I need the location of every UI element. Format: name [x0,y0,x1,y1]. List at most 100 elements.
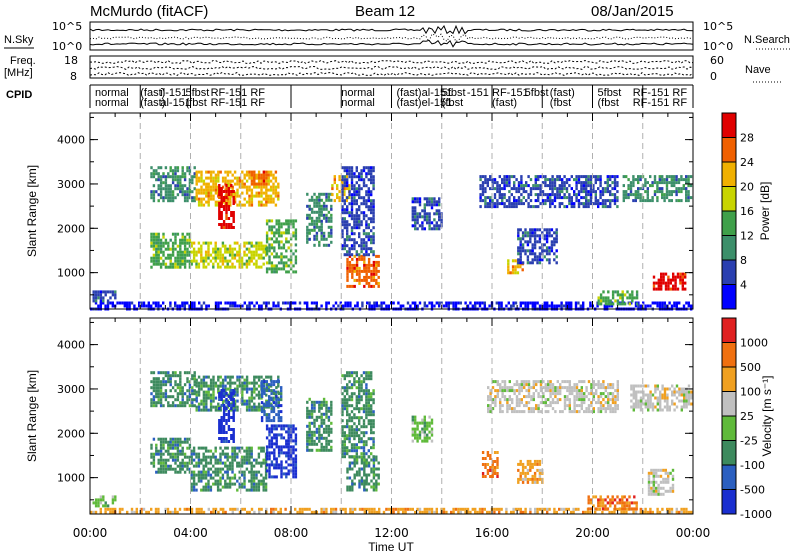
velocity-echo-cell [152,380,156,384]
power-echo-cell [627,196,630,200]
power-echo-cell [320,192,323,196]
power-echo-cell [195,253,198,257]
power-echo-cell [341,166,344,170]
freq-panel-frame [89,55,694,79]
velocity-echo-cell [229,507,232,511]
power-echo-cell [350,217,354,221]
power-echo-cell [181,232,184,236]
power-echo-cell [365,250,368,254]
velocity-echo-cell [192,449,196,453]
velocity-echo-cell [257,446,261,450]
velocity-echo-cell [200,473,203,477]
velocity-echo-cell [355,473,359,477]
power-echo-cell [159,166,163,170]
velocity-echo-cell [350,404,354,408]
velocity-echo-cell [231,470,234,474]
velocity-echo-cell [258,507,261,511]
velocity-echo-cell [253,408,256,412]
power-echo-cell [188,181,192,185]
power-echo-cell [320,225,323,229]
cpid-entry: il-151 [160,87,187,99]
power-echo-cell [188,184,192,188]
power-echo-cell [627,187,630,191]
power-echo-cell [496,199,499,203]
velocity-echo-cell [294,427,298,431]
velocity-echo-cell [169,437,172,441]
power-echo-cell [685,181,688,185]
velocity-echo-cell [264,467,268,471]
power-echo-cell [294,261,298,265]
power-echo-cell [348,196,351,200]
power-echo-cell [663,193,666,197]
power-echo-cell [536,261,539,265]
velocity-echo-cell [257,396,261,400]
velocity-echo-cell [529,507,532,511]
velocity-echo-cell [287,439,290,443]
power-echo-cell [411,218,414,222]
velocity-echo-cell [179,449,182,453]
velocity-echo-cell [350,449,354,453]
velocity-echo-cell [231,375,234,379]
power-echo-cell [292,222,295,226]
velocity-echo-cell [262,482,265,486]
power-echo-cell [646,181,649,185]
power-echo-cell [341,235,344,239]
velocity-echo-cell [308,409,311,413]
power-echo-cell [174,256,177,260]
velocity-echo-cell [243,384,246,388]
power-echo-cell [190,244,193,248]
power-echo-cell [679,281,682,285]
velocity-echo-cell [152,386,156,390]
power-echo-cell [97,293,100,297]
power-echo-cell [430,206,434,210]
power-echo-region [346,254,380,288]
power-echo-cell [188,304,191,308]
power-echo-cell [447,304,450,308]
power-echo-cell [280,231,283,235]
velocity-echo-cell [411,507,414,511]
velocity-echo-cell [372,473,376,477]
power-echo-cell [197,197,201,201]
power-echo-cell [207,185,210,189]
velocity-echo-cell [214,461,217,465]
power-echo-cell [353,175,356,179]
power-echo-cell [637,304,640,308]
velocity-echo-cell [306,448,309,452]
power-echo-cell [589,193,593,197]
power-echo-cell [513,205,516,209]
power-echo-cell [493,181,497,185]
nsky-label: N.Sky [4,34,34,46]
power-echo-cell [265,185,268,189]
power-echo-cell [243,182,246,186]
power-echo-cell [435,301,438,305]
power-echo-cell [687,181,690,185]
velocity-echo-cell [90,510,93,514]
velocity-echo-cell [350,428,354,432]
velocity-echo-cell [253,405,256,409]
velocity-echo-cell [639,510,642,514]
power-echo-cell [188,265,192,269]
power-echo-cell [527,184,530,188]
velocity-echo-cell [322,445,326,449]
velocity-echo-cell [334,510,338,514]
power-echo-cell [159,250,163,254]
power-echo-cell [375,304,378,308]
velocity-echo-cell [262,458,265,462]
power-echo-cell [665,196,669,200]
velocity-echo-cell [252,479,256,483]
velocity-echo-cell [241,402,244,406]
power-echo-cell [488,304,491,308]
power-echo-cell [607,290,610,294]
velocity-echo-cell [209,476,213,480]
power-echo-cell [221,259,225,263]
velocity-echo-cell [284,507,287,511]
power-echo-cell [594,175,597,179]
power-echo-cell [162,250,165,254]
velocity-echo-cell [174,383,177,387]
power-echo-cell [353,226,356,230]
power-echo-cell [157,262,160,266]
power-echo-cell [370,208,373,212]
velocity-echo-cell [228,467,232,471]
velocity-echo-cell [174,440,177,444]
power-echo-cell [602,296,605,300]
